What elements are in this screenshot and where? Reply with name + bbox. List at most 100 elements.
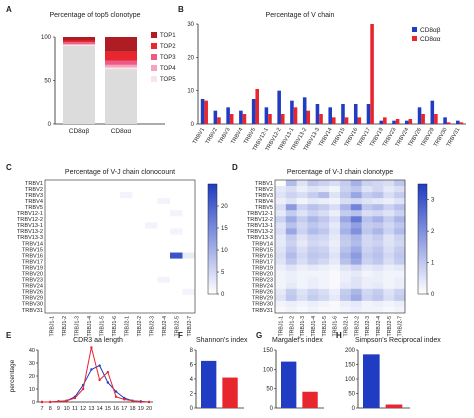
panel-a-bar-top4 bbox=[105, 64, 137, 68]
heatmap-cell bbox=[350, 252, 362, 259]
panel-b-bar bbox=[456, 120, 460, 124]
panel-f-y-tick-label: 2 bbox=[190, 392, 194, 398]
panel-e-point bbox=[40, 400, 44, 404]
panel-b-legend-label: CD8αβ bbox=[420, 27, 441, 34]
panel-b-bar bbox=[370, 24, 374, 124]
heatmap-cell bbox=[318, 270, 330, 278]
heatmap-cell bbox=[383, 264, 395, 271]
panel-a-bar-top4 bbox=[63, 43, 95, 45]
heatmap-cell bbox=[383, 246, 395, 253]
heatmap-cell bbox=[394, 240, 406, 247]
panel-g-y-tick-label: 100 bbox=[263, 367, 274, 373]
heatmap-col-label: TRBJ1-3 bbox=[74, 316, 80, 337]
heatmap-col-label: TRBJ2-4 bbox=[162, 316, 168, 337]
heatmap-cell bbox=[275, 306, 287, 314]
heatmap-cell bbox=[307, 216, 319, 223]
panel-e-y-tick-label: 10 bbox=[29, 387, 35, 393]
panel-e-point bbox=[114, 395, 118, 398]
panel-b-bar bbox=[417, 107, 422, 124]
panel-f-title: Shannon's index bbox=[196, 337, 248, 344]
heatmap-cell bbox=[372, 186, 384, 193]
heatmap-row-label: TRBV12-2 bbox=[247, 217, 273, 223]
panel-b-y-tick-label: 10 bbox=[187, 89, 194, 95]
heatmap-cell bbox=[350, 234, 362, 241]
heatmap-row-label: TRBV13-1 bbox=[17, 223, 43, 229]
heatmap-cell bbox=[275, 198, 287, 205]
heatmap-cell bbox=[285, 294, 297, 302]
heatmap-cell bbox=[285, 228, 297, 235]
panel-b-bar bbox=[242, 114, 247, 124]
heatmap-row-label: TRBV16 bbox=[22, 253, 43, 259]
panel-b-bar bbox=[408, 119, 413, 124]
heatmap-col-label: TRBJ2-7 bbox=[398, 316, 404, 337]
panel-b-bar bbox=[217, 117, 221, 124]
heatmap-col-label: TRBJ2-1 bbox=[124, 316, 130, 337]
heatmap-cell bbox=[361, 294, 373, 302]
heatmap-cell bbox=[329, 222, 341, 229]
heatmap-frame bbox=[44, 179, 196, 314]
heatmap-cell bbox=[340, 246, 352, 253]
heatmap-cell bbox=[350, 204, 362, 211]
heatmap-cell bbox=[383, 216, 395, 223]
heatmap-row-label: TRBV26 bbox=[252, 290, 273, 296]
heatmap-cell bbox=[329, 240, 341, 247]
panel-b-bar bbox=[255, 89, 260, 124]
panel-b-bar bbox=[366, 104, 371, 124]
heatmap-cell bbox=[329, 186, 341, 193]
panel-a-bar-top3 bbox=[63, 42, 95, 44]
colorbar-tick-label: 0 bbox=[431, 292, 435, 298]
panel-g-bar bbox=[302, 391, 318, 408]
heatmap-cell bbox=[372, 264, 384, 271]
panel-b-bar bbox=[229, 114, 234, 124]
panel-a-bar-rest bbox=[63, 45, 95, 125]
heatmap-cell bbox=[361, 258, 373, 265]
heatmap-cell bbox=[275, 300, 287, 308]
heatmap-cell bbox=[329, 300, 341, 308]
panel-b-legend-label: CD8αα bbox=[420, 36, 441, 43]
heatmap-cell bbox=[296, 222, 308, 229]
heatmap-cell bbox=[394, 180, 406, 187]
heatmap-row-label: TRBV20 bbox=[252, 272, 273, 278]
heatmap-cell bbox=[350, 258, 362, 265]
heatmap-cell bbox=[307, 264, 319, 271]
heatmap-col-label: TRBJ1-5 bbox=[322, 316, 328, 337]
panel-e-point bbox=[131, 399, 134, 402]
heatmap-cell bbox=[170, 228, 183, 235]
heatmap-row-label: TRBV17 bbox=[252, 259, 273, 265]
heatmap-cell bbox=[296, 270, 308, 278]
panel-h: Simpson's Reciprocal index 0 50 100 150 200 bbox=[345, 337, 441, 412]
heatmap-cell bbox=[170, 252, 183, 259]
heatmap-cell bbox=[394, 282, 406, 290]
panel-a-title: Percentage of top5 clonotype bbox=[49, 12, 140, 19]
heatmap-cell bbox=[361, 264, 373, 271]
heatmap-cell bbox=[318, 294, 330, 302]
heatmap-row-label: TRBV30 bbox=[252, 302, 273, 308]
panel-a-x-tick-label: CD8αα bbox=[111, 128, 132, 135]
heatmap-cell bbox=[307, 270, 319, 278]
panel-e-title: CDR3 aa length bbox=[73, 337, 123, 344]
panel-a-bar-top2 bbox=[105, 51, 137, 61]
heatmap-frame bbox=[274, 179, 406, 314]
heatmap-cell bbox=[383, 222, 395, 229]
heatmap-cell bbox=[372, 276, 384, 284]
heatmap-cell bbox=[285, 246, 297, 253]
panel-a-legend-swatch bbox=[151, 43, 157, 49]
heatmap-cell bbox=[285, 198, 297, 205]
heatmap-cell bbox=[296, 240, 308, 247]
heatmap-cell bbox=[318, 264, 330, 271]
heatmap-row-label: TRBV14 bbox=[22, 241, 43, 247]
heatmap-cell bbox=[318, 180, 330, 187]
panel-e-series-line bbox=[42, 347, 149, 403]
heatmap-cell bbox=[329, 276, 341, 284]
heatmap-row-label: TRBV2 bbox=[255, 187, 273, 193]
heatmap-row-label: TRBV12-2 bbox=[17, 217, 43, 223]
heatmap-cell bbox=[285, 192, 297, 199]
panel-e-y-tick-label: 0 bbox=[32, 400, 35, 406]
panel-a-legend-label: TOP4 bbox=[160, 66, 176, 72]
heatmap-cell bbox=[275, 186, 287, 193]
heatmap-cell bbox=[296, 234, 308, 241]
heatmap-cell bbox=[361, 282, 373, 290]
panel-b-bar bbox=[430, 100, 435, 124]
heatmap-cell bbox=[285, 204, 297, 211]
colorbar-tick-label: 2 bbox=[431, 229, 435, 235]
